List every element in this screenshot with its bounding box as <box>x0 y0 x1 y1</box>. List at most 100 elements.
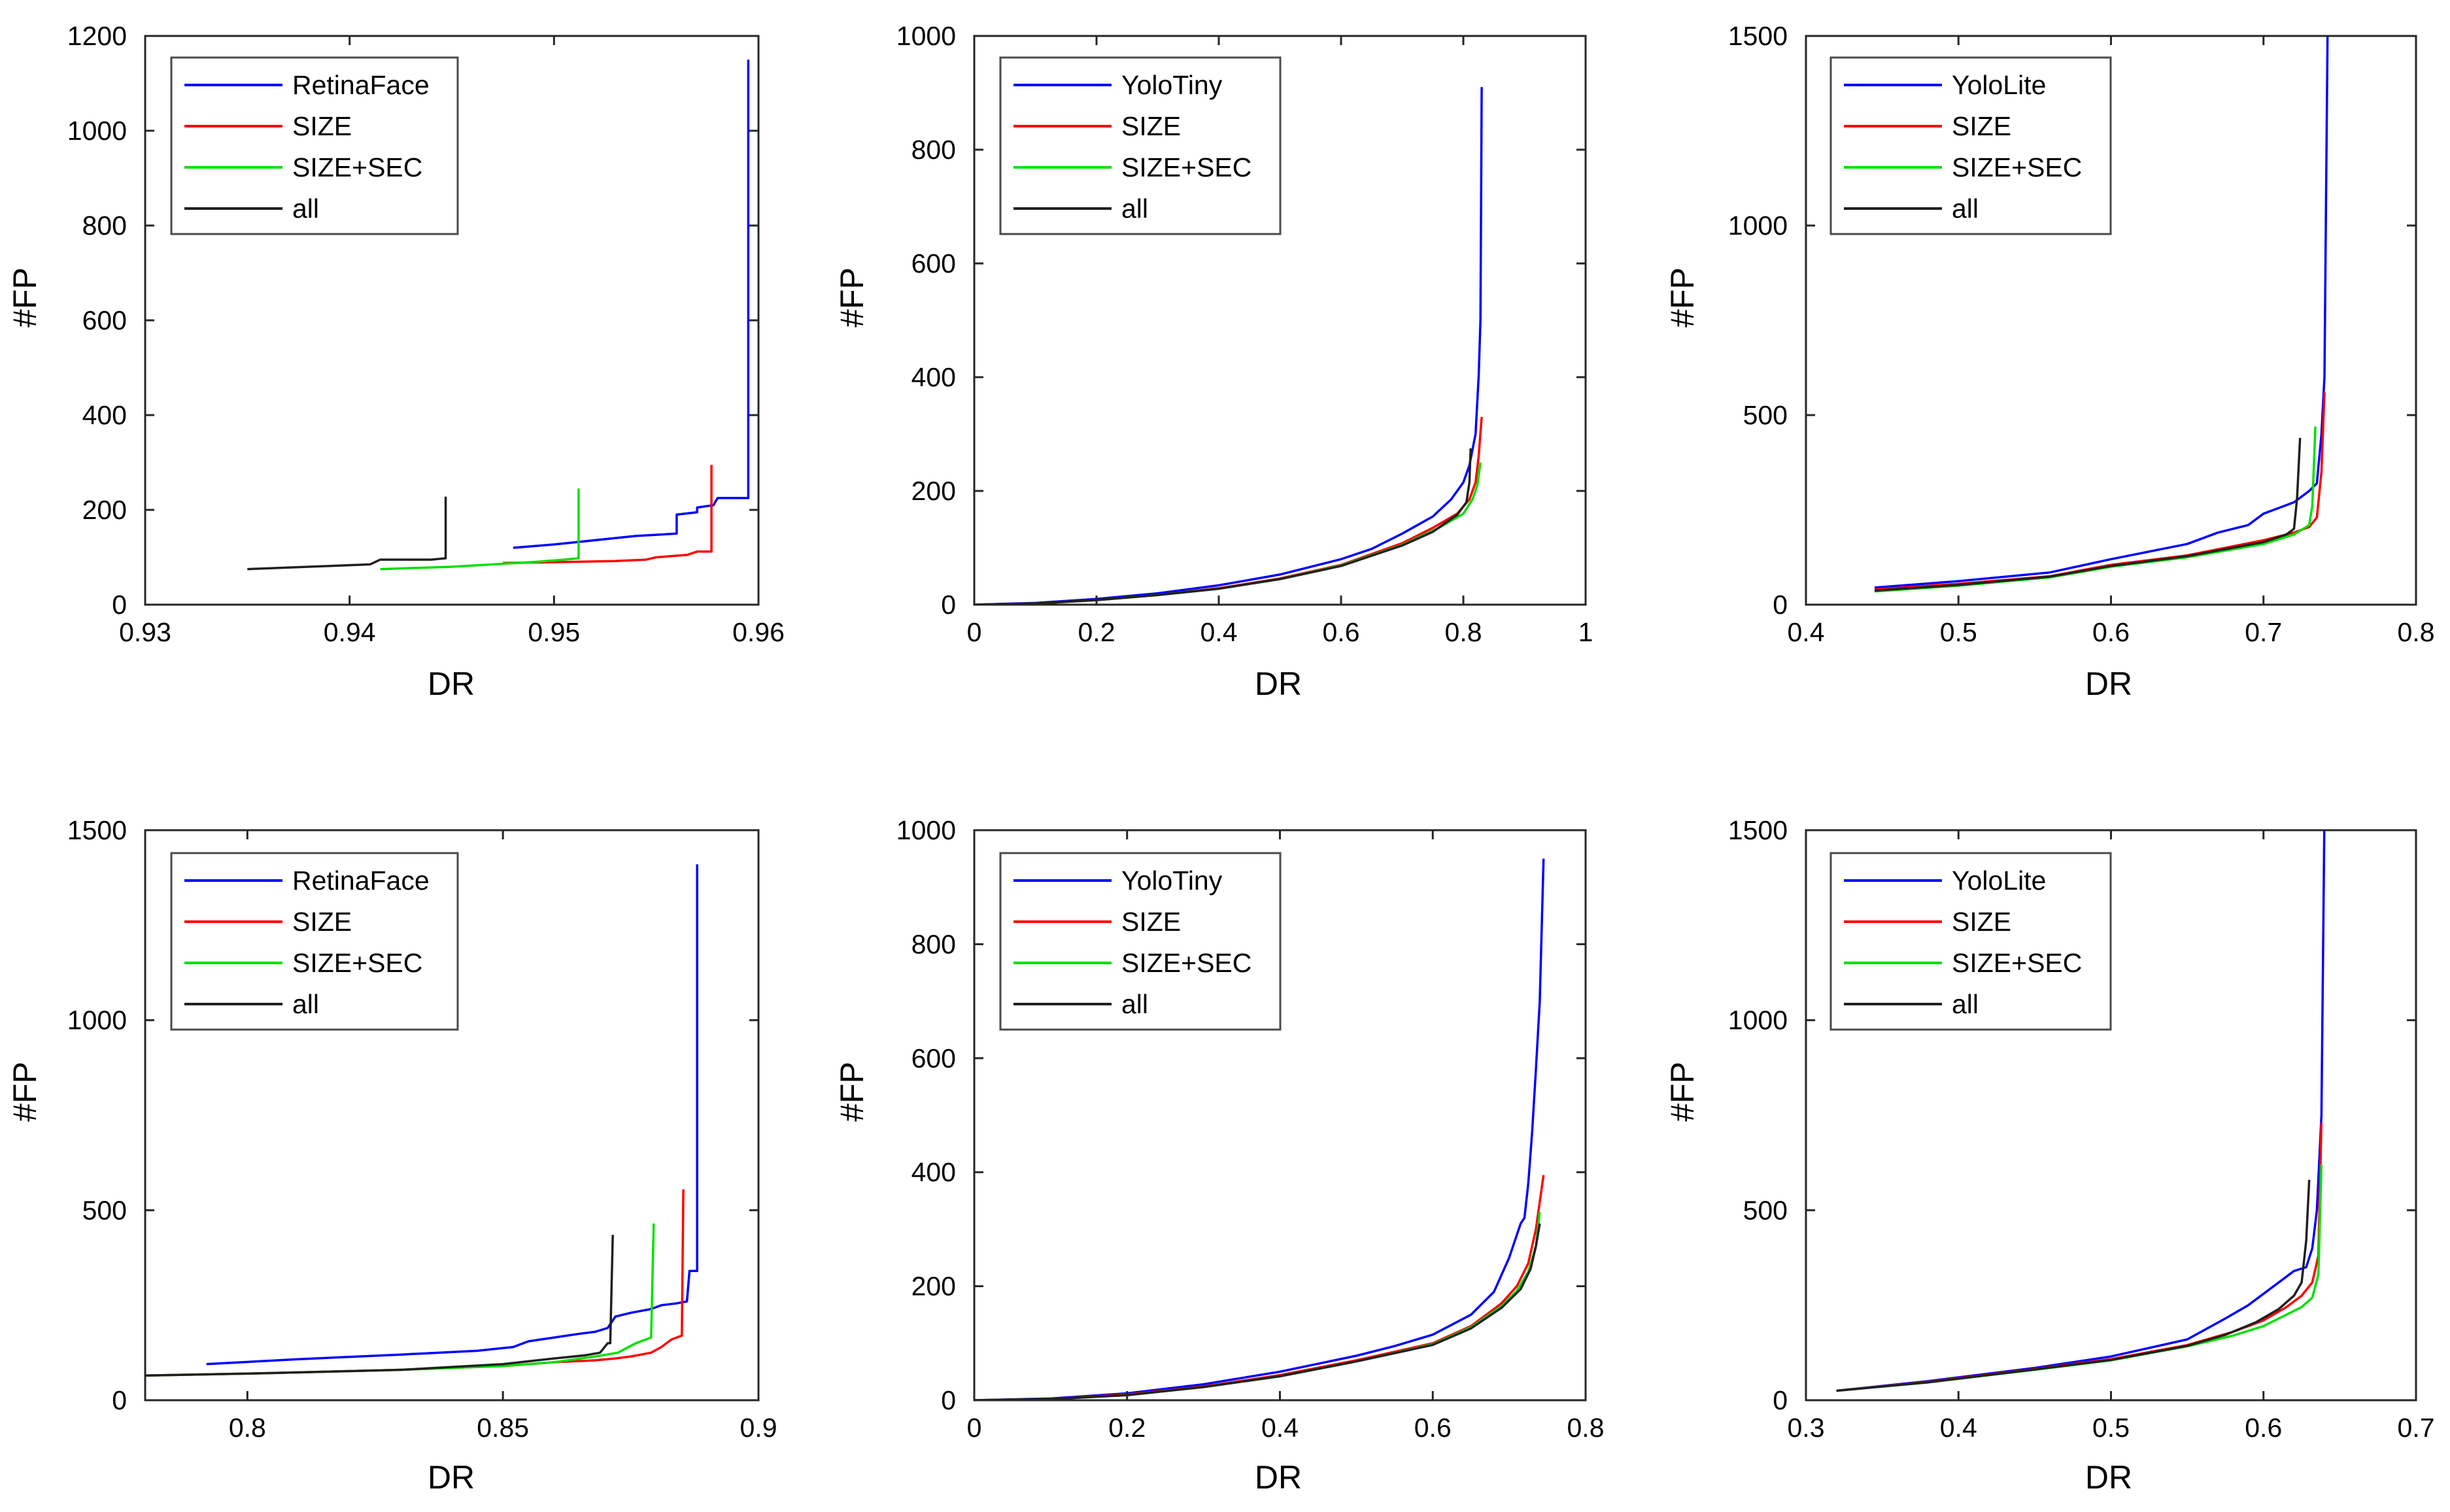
y-tick-label: 200 <box>911 1271 956 1302</box>
y-tick-label: 1000 <box>896 815 956 845</box>
legend-label-2: SIZE+SEC <box>292 152 422 182</box>
x-tick-label: 1 <box>1578 617 1593 647</box>
y-tick-label: 1000 <box>67 1005 127 1035</box>
x-tick-label: 0.7 <box>2398 1413 2435 1443</box>
y-tick-label: 0 <box>1773 1385 1788 1415</box>
legend-label-0: YoloTiny <box>1121 865 1223 896</box>
series-line-model <box>1836 830 2326 1392</box>
y-tick-label: 0 <box>112 590 127 620</box>
legend-label-3: all <box>1952 989 1979 1019</box>
y-tick-label: 1500 <box>1728 21 1788 51</box>
legend-box <box>1829 56 2112 235</box>
y-tick-label: 600 <box>911 248 956 278</box>
legend: YoloTiny SIZE SIZE+SEC all <box>999 56 1282 235</box>
series-line-all <box>247 496 447 571</box>
x-tick-label: 0.8 <box>2398 617 2435 647</box>
series-line-size-sec <box>380 488 580 571</box>
legend-label-3: all <box>292 193 319 224</box>
y-tick-label: 1000 <box>1728 210 1788 241</box>
y-tick-label: 400 <box>911 1157 956 1187</box>
y-tick-label: 200 <box>82 495 127 525</box>
x-tick-label: 0.5 <box>2092 1413 2130 1443</box>
legend-label-0: RetinaFace <box>292 865 430 896</box>
x-tick-label: 0.6 <box>1323 617 1360 647</box>
y-tick-label: 1200 <box>67 21 127 51</box>
series-line-model <box>974 87 1483 605</box>
x-tick-label: 0.8 <box>229 1413 266 1443</box>
legend-label-1: SIZE <box>1121 111 1181 141</box>
x-tick-label: 0.2 <box>1108 1413 1146 1443</box>
y-tick-label: 1000 <box>1728 1005 1788 1035</box>
legend: RetinaFace SIZE SIZE+SEC all <box>170 56 459 235</box>
x-axis-label: DR <box>2085 1459 2132 1496</box>
x-tick-label: 0.93 <box>119 617 171 647</box>
y-tick-label: 0 <box>941 590 956 620</box>
chart-panel-yololite-bottom: #FP DR 0.3 0.4 0.5 0.6 0.7 0 500 1000 1500 YoloL… <box>1664 815 2435 1496</box>
legend-box <box>1829 852 2112 1031</box>
x-tick-label: 0.9 <box>740 1413 777 1443</box>
y-axis-label: #FP <box>1664 1062 1701 1122</box>
legend-label-2: SIZE+SEC <box>1121 152 1251 182</box>
x-tick-label: 0.94 <box>324 617 376 647</box>
legend: YoloLite SIZE SIZE+SEC all <box>1829 852 2112 1031</box>
series-line-model <box>513 59 750 549</box>
legend-label-0: RetinaFace <box>292 70 430 100</box>
x-axis-label: DR <box>428 665 475 702</box>
series-line-all <box>1874 437 2302 592</box>
x-tick-label: 0.4 <box>1200 617 1238 647</box>
x-tick-label: 0.8 <box>1567 1413 1605 1443</box>
series-line-all <box>145 1235 614 1377</box>
y-tick-label: 1500 <box>1728 815 1788 845</box>
y-tick-label: 500 <box>82 1195 127 1225</box>
legend: YoloLite SIZE SIZE+SEC all <box>1829 56 2112 235</box>
axes-frame <box>144 829 760 1402</box>
x-tick-label: 0.2 <box>1078 617 1115 647</box>
series-line-model <box>206 864 698 1366</box>
legend-label-3: all <box>1121 193 1148 224</box>
y-tick-label: 0 <box>941 1385 956 1415</box>
legend-label-1: SIZE <box>292 907 352 937</box>
x-tick-label: 0.7 <box>2245 617 2282 647</box>
y-tick-label: 400 <box>82 400 127 430</box>
x-tick-label: 0.3 <box>1788 1413 1825 1443</box>
series-line-all <box>1836 1179 2311 1392</box>
chart-panel-retinaface-bottom: #FP DR 0.8 0.85 0.9 0 500 1000 1500 RetinaFace… <box>7 815 777 1496</box>
legend-label-3: all <box>1952 193 1979 224</box>
x-tick-label: 0.4 <box>1261 1413 1299 1443</box>
chart-panel-yololite-top: #FP DR 0.4 0.5 0.6 0.7 0.8 0 500 1000 1500 YoloL… <box>1664 21 2435 702</box>
legend-label-3: all <box>292 989 319 1019</box>
legend-label-1: SIZE <box>1952 907 2011 937</box>
x-tick-label: 0.5 <box>1940 617 1977 647</box>
x-tick-label: 0.6 <box>1414 1413 1452 1443</box>
x-axis-label: DR <box>1255 1459 1302 1496</box>
legend-box <box>170 56 459 235</box>
legend-box <box>999 56 1282 235</box>
legend-label-0: YoloTiny <box>1121 70 1223 100</box>
legend-box <box>999 852 1282 1031</box>
y-tick-label: 1500 <box>67 815 127 845</box>
y-tick-label: 400 <box>911 362 956 392</box>
y-tick-label: 800 <box>82 210 127 241</box>
y-tick-label: 1000 <box>896 21 956 51</box>
y-axis-label: #FP <box>7 267 43 328</box>
y-tick-label: 0 <box>112 1385 127 1415</box>
chart-panel-yolotiny-top: #FP DR 0 0.2 0.4 0.6 0.8 1 0 200 400 600 800 1000 Y… <box>834 21 1593 702</box>
x-tick-label: 0.4 <box>1788 617 1825 647</box>
x-tick-label: 0.85 <box>477 1413 529 1443</box>
legend: YoloTiny SIZE SIZE+SEC all <box>999 852 1282 1031</box>
x-tick-label: 0.96 <box>732 617 785 647</box>
x-axis-label: DR <box>2085 665 2132 702</box>
legend-box <box>170 852 459 1031</box>
legend-label-1: SIZE <box>1952 111 2011 141</box>
legend: RetinaFace SIZE SIZE+SEC all <box>170 852 459 1031</box>
y-axis-label: #FP <box>834 1062 870 1122</box>
x-tick-label: 0.6 <box>2092 617 2130 647</box>
series-line-model <box>1874 36 2329 589</box>
y-axis-label: #FP <box>834 267 870 328</box>
y-tick-label: 800 <box>911 135 956 165</box>
y-axis-label: #FP <box>7 1062 43 1122</box>
axes-frame <box>973 35 1587 606</box>
series-line-model <box>974 858 1545 1400</box>
chart-panel-yolotiny-bottom: #FP DR 0 0.2 0.4 0.6 0.8 0 200 400 600 800 1000 Yo… <box>834 815 1605 1496</box>
